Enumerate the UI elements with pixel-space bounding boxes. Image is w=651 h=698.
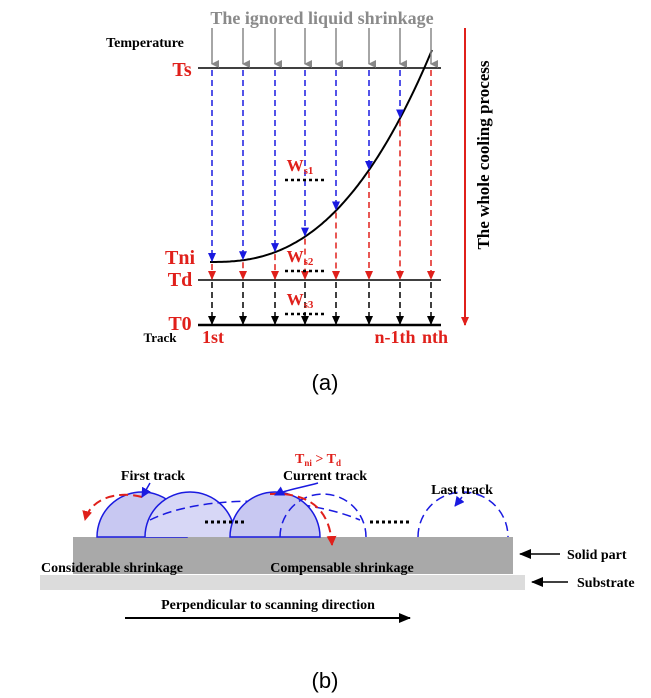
level-label: Ts bbox=[172, 59, 192, 81]
shrink-arrow bbox=[82, 493, 143, 521]
width-label: Ws3 bbox=[287, 290, 314, 311]
label: Substrate bbox=[577, 576, 635, 591]
top-label: The ignored liquid shrinkage bbox=[210, 8, 433, 28]
level-label: Tni bbox=[165, 247, 195, 269]
condition: Tni > Td bbox=[295, 452, 341, 468]
label: Compensable shrinkage bbox=[270, 561, 414, 576]
level-label: Td bbox=[168, 269, 192, 291]
track bbox=[144, 491, 236, 538]
track-label: 1st bbox=[202, 327, 224, 347]
shrink-arrow bbox=[269, 492, 337, 546]
label: Considerable shrinkage bbox=[41, 561, 183, 576]
track bbox=[279, 493, 367, 538]
process-label: The whole cooling process bbox=[474, 60, 493, 249]
label: First track bbox=[121, 469, 185, 484]
panel-b: Tni > Td First track Current track Last … bbox=[40, 452, 635, 693]
substrate bbox=[40, 575, 525, 590]
track bbox=[229, 491, 321, 538]
level-label: T0 bbox=[168, 313, 191, 335]
track-label: nth bbox=[422, 327, 448, 347]
cooling-curve bbox=[210, 49, 433, 263]
label: Last track bbox=[431, 483, 493, 498]
track-label: n-1th bbox=[374, 327, 415, 347]
axis-label: Temperature bbox=[106, 36, 184, 51]
track-label: Track bbox=[144, 330, 178, 345]
width-label: Ws2 bbox=[287, 247, 314, 268]
label: Perpendicular to scanning direction bbox=[161, 598, 375, 613]
pointer bbox=[274, 482, 319, 496]
panel-a: The ignored liquid shrinkage Temperature… bbox=[106, 8, 493, 395]
width-label: Ws1 bbox=[287, 156, 314, 177]
track bbox=[417, 491, 509, 538]
caption: (b) bbox=[312, 668, 339, 693]
caption: (a) bbox=[312, 370, 339, 395]
pointer bbox=[454, 495, 465, 507]
solid-part bbox=[73, 537, 513, 574]
pointer bbox=[141, 482, 151, 498]
label: Current track bbox=[283, 469, 367, 484]
label: Solid part bbox=[567, 548, 627, 563]
